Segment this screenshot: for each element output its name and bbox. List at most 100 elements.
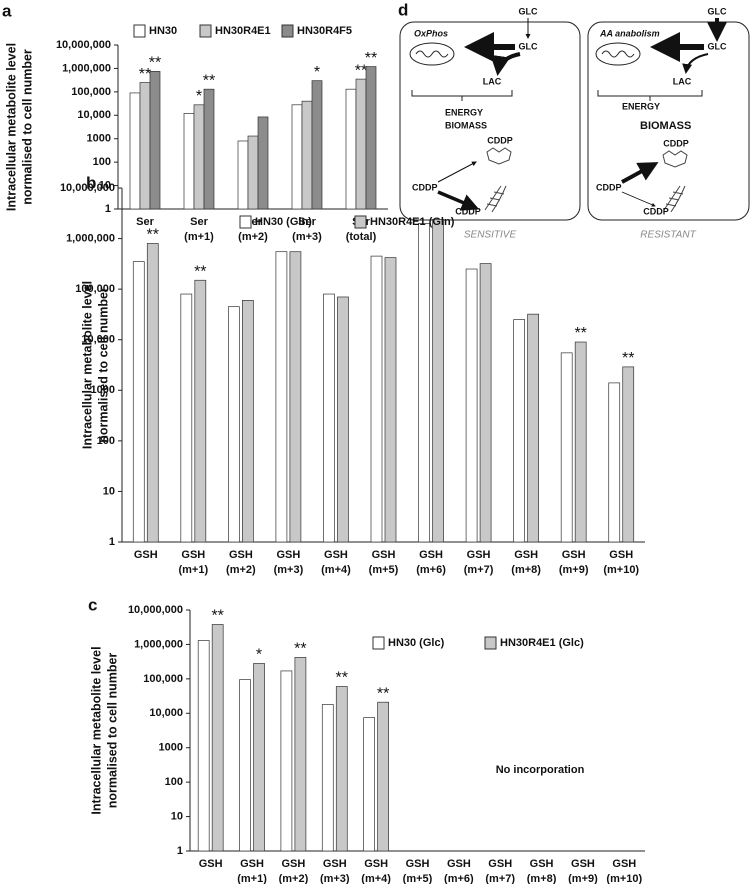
x-tick-label: Ser [136,216,154,228]
pathway: OxPhos [414,28,448,38]
x-tick-label: (m+4) [361,873,391,884]
y-tick-label: 10,000,000 [56,39,111,51]
x-tick-label: GSH [514,549,538,561]
energy: ENERGY [445,107,483,117]
bar [527,313,539,543]
arrow [437,161,477,183]
bar [247,135,259,210]
x-tick-label: GSH [181,549,205,561]
significance: ** [622,350,634,367]
y-axis-label: Intracellular metabolite level [4,43,18,211]
legend-label: HN30R4E1 [215,25,271,37]
bar [129,92,141,210]
x-tick-label: GSH [571,858,595,870]
x-tick-label: (m+6) [444,873,474,884]
x-tick-label: (m+1) [184,231,214,243]
bar [253,663,265,852]
x-tick-label: GSH [134,549,158,561]
bar [377,701,389,852]
y-tick-label: 10 [103,485,115,497]
y-tick-label: 100 [93,156,111,168]
bar [291,104,303,210]
bar [608,382,621,543]
legend-label: HN30 (Gln) [255,216,312,228]
y-tick-label: 100,000 [71,86,111,98]
significance: ** [203,72,215,89]
significance: ** [574,325,586,342]
x-tick-label: (m+1) [178,564,208,576]
significance: ** [149,55,161,72]
legend-label: HN30R4F5 [297,25,352,37]
glc-in: GLC [519,6,538,16]
y-axis-label: Intracellular metabolite level [80,281,94,449]
legend-swatch [281,24,294,38]
x-tick-label: GSH [364,858,388,870]
bar [149,71,161,210]
biomass: BIOMASS [640,120,691,132]
cddp: CDDP [455,206,481,216]
significance: ** [365,50,377,67]
x-tick-label: GSH [419,549,443,561]
y-tick-label: 1 [105,203,111,215]
panel-label: c [88,595,97,614]
x-tick-label: GSH [229,549,253,561]
x-tick-label: GSH [447,858,471,870]
panel-label: b [86,173,96,192]
x-tick-label: (m+2) [279,873,309,884]
cddp: CDDP [596,182,622,192]
x-tick-label: (m+10) [603,564,639,576]
significance: ** [147,227,159,244]
lac: LAC [483,76,502,86]
cristae [601,50,635,58]
bar [275,251,288,543]
x-tick-label: GSH [530,858,554,870]
legend-label: HN30R4E1 (Glc) [500,637,584,649]
y-tick-label: 1 [177,845,183,857]
bar [237,140,249,210]
bar [132,261,145,543]
protein [662,150,688,168]
bar [345,88,357,210]
x-tick-label: (m+7) [485,873,515,884]
x-tick-label: (m+8) [511,564,541,576]
dna [663,185,686,213]
x-tick-label: (m+5) [369,564,399,576]
x-tick-label: GSH [406,858,430,870]
bar [203,88,215,210]
y-tick-label: 1,000,000 [134,638,183,650]
x-tick-label: GSH [276,549,300,561]
arrow [437,190,480,211]
bar [311,80,323,210]
y-tick-label: 1 [109,536,115,548]
bar [465,268,478,543]
caption: RESISTANT [640,230,696,241]
arrow [621,162,659,184]
bar [513,319,525,543]
bracket [411,90,513,101]
x-tick-label: GSH [488,858,512,870]
x-tick-label: (m+8) [527,873,557,884]
glc: GLC [708,41,727,51]
mitochondrion [595,42,641,66]
box [399,21,581,221]
legend-label: HN30R4E1 (Gln) [370,216,455,228]
y-axis-label: normalised to cell number [96,287,110,443]
bar [139,82,151,210]
x-tick-label: (m+9) [559,564,589,576]
significance: ** [355,62,367,79]
bar [194,279,207,543]
legend-swatch [354,215,367,229]
bar [289,251,302,543]
bar [384,257,397,543]
legend-label: HN30 [149,25,177,37]
x-tick-label: GSH [199,858,223,870]
x-tick-label: (m+10) [606,873,642,884]
bar [335,686,348,852]
biomass: BIOMASS [445,120,487,130]
y-tick-label: 100,000 [75,283,115,295]
legend-swatch [484,636,497,650]
mitochondrion [409,42,455,66]
y-axis-label: Intracellular metabolite level [89,646,103,814]
y-axis-label: normalised to cell number [20,49,34,205]
